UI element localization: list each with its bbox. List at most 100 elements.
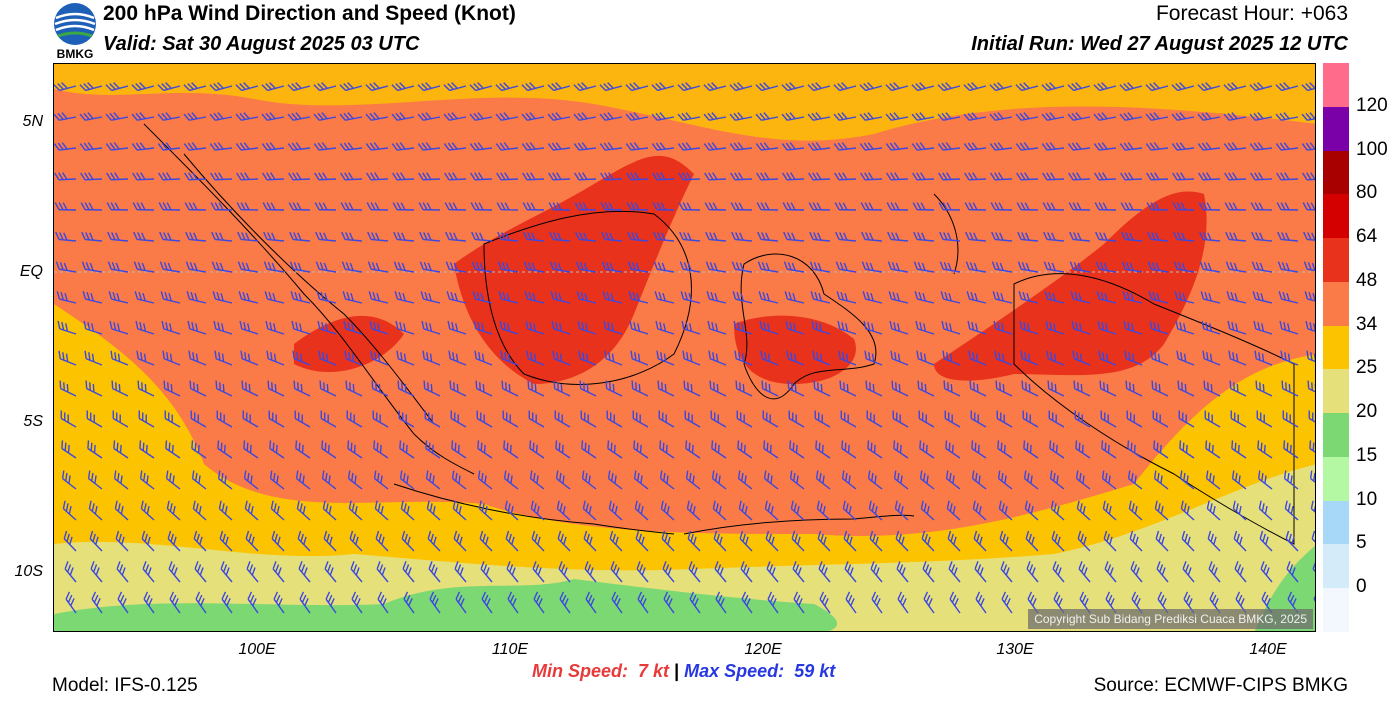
wind-barb xyxy=(89,530,103,552)
wind-barb xyxy=(161,320,181,335)
wind-barb xyxy=(1277,261,1299,273)
wind-barb xyxy=(1121,261,1143,273)
lon-label-140e: 140E xyxy=(1249,641,1287,658)
wind-barb xyxy=(843,530,857,552)
wind-barb xyxy=(1201,320,1221,335)
wind-barb xyxy=(918,410,935,428)
wind-barb xyxy=(1278,291,1299,304)
wind-barb xyxy=(937,82,961,92)
wind-barb xyxy=(792,561,805,583)
wind-barb xyxy=(1027,591,1039,614)
wind-barb xyxy=(1067,82,1091,92)
wind-barb xyxy=(654,291,675,304)
wind-barb xyxy=(708,350,727,366)
wind-barb xyxy=(886,202,909,211)
wind-map: Copyright Sub Bidang Prediksi Cuaca BMKG… xyxy=(53,63,1316,632)
lon-label-130e: 130E xyxy=(996,641,1034,658)
wind-barb xyxy=(677,82,701,92)
wind-barb xyxy=(264,291,285,304)
wind-barb xyxy=(1250,202,1273,211)
wind-barb xyxy=(1257,470,1273,490)
wind-barb xyxy=(807,112,831,121)
wind-barb xyxy=(521,112,545,121)
wind-barb xyxy=(1310,500,1315,521)
wind-barb xyxy=(469,82,493,92)
max-speed-label: Max Speed: xyxy=(684,661,785,681)
wind-barb xyxy=(990,172,1013,181)
wind-barb xyxy=(756,172,779,181)
wind-barb xyxy=(1235,591,1247,614)
wind-barb xyxy=(940,291,961,304)
wind-barb xyxy=(714,561,727,583)
wind-barb xyxy=(937,112,961,121)
wind-barb xyxy=(559,591,571,614)
colorbar-swatch xyxy=(1323,500,1349,545)
wind-barb xyxy=(1277,231,1299,242)
wind-barb xyxy=(136,350,155,366)
wind-barb xyxy=(1042,202,1065,211)
wind-barb xyxy=(323,530,337,552)
wind-barb xyxy=(839,380,857,397)
wind-barb xyxy=(495,142,519,151)
wind-barb xyxy=(477,470,493,490)
wind-barb xyxy=(374,500,389,521)
data-source: Source: ECMWF-CIPS BMKG xyxy=(1093,675,1348,696)
wind-barb xyxy=(944,410,961,428)
wind-barb xyxy=(131,142,155,151)
wind-barb xyxy=(1095,231,1117,242)
wind-barb xyxy=(1226,291,1247,304)
wind-barb xyxy=(915,320,935,335)
wind-barb xyxy=(1199,231,1221,242)
wind-barb xyxy=(191,470,207,490)
wind-barb xyxy=(1131,591,1143,614)
wind-barb xyxy=(376,561,389,583)
wind-barb xyxy=(1197,82,1221,92)
wind-barb xyxy=(757,231,779,242)
wind-barb xyxy=(525,320,545,335)
wind-barb xyxy=(578,350,597,366)
wind-barb xyxy=(688,561,701,583)
wind-barb xyxy=(1071,320,1091,335)
wind-barb xyxy=(1302,172,1315,181)
wind-barb xyxy=(1152,410,1169,428)
wind-barb xyxy=(1234,561,1247,583)
wind-barb xyxy=(169,591,181,614)
wind-barb xyxy=(1156,561,1169,583)
wind-barb xyxy=(417,82,441,92)
wind-barb xyxy=(480,561,493,583)
wind-barb xyxy=(419,231,441,242)
wind-barb xyxy=(505,530,519,552)
wind-barb xyxy=(426,500,441,521)
wind-barb xyxy=(736,410,753,428)
wind-barb xyxy=(762,410,779,428)
wind-barb xyxy=(216,410,233,428)
wind-barb xyxy=(1023,470,1039,490)
wind-barb xyxy=(1177,380,1195,397)
wind-barb xyxy=(1122,291,1143,304)
wind-barb xyxy=(938,202,961,211)
wind-barb xyxy=(686,500,701,521)
wind-barb xyxy=(191,440,207,459)
wind-barb xyxy=(967,320,987,335)
wind-barb xyxy=(105,82,129,92)
wind-barb xyxy=(236,202,259,211)
wind-barb xyxy=(1175,320,1195,335)
wind-barb xyxy=(1275,142,1299,151)
wind-barb xyxy=(1171,82,1195,92)
wind-barb xyxy=(184,172,207,181)
wind-barb xyxy=(938,172,961,181)
wind-barb xyxy=(1052,561,1065,583)
wind-barb xyxy=(679,231,701,242)
wind-barb xyxy=(1023,440,1039,459)
wind-barb xyxy=(193,530,207,552)
wind-barb xyxy=(470,172,493,181)
wind-barb xyxy=(522,202,545,211)
logo-text: BMKG xyxy=(57,47,94,60)
wind-barb xyxy=(449,380,467,397)
wind-barb xyxy=(1173,231,1195,242)
wind-barb xyxy=(370,350,389,366)
wind-barb xyxy=(1075,470,1091,490)
wind-barb xyxy=(135,320,155,335)
wind-barb xyxy=(419,261,441,273)
wind-barb xyxy=(652,202,675,211)
